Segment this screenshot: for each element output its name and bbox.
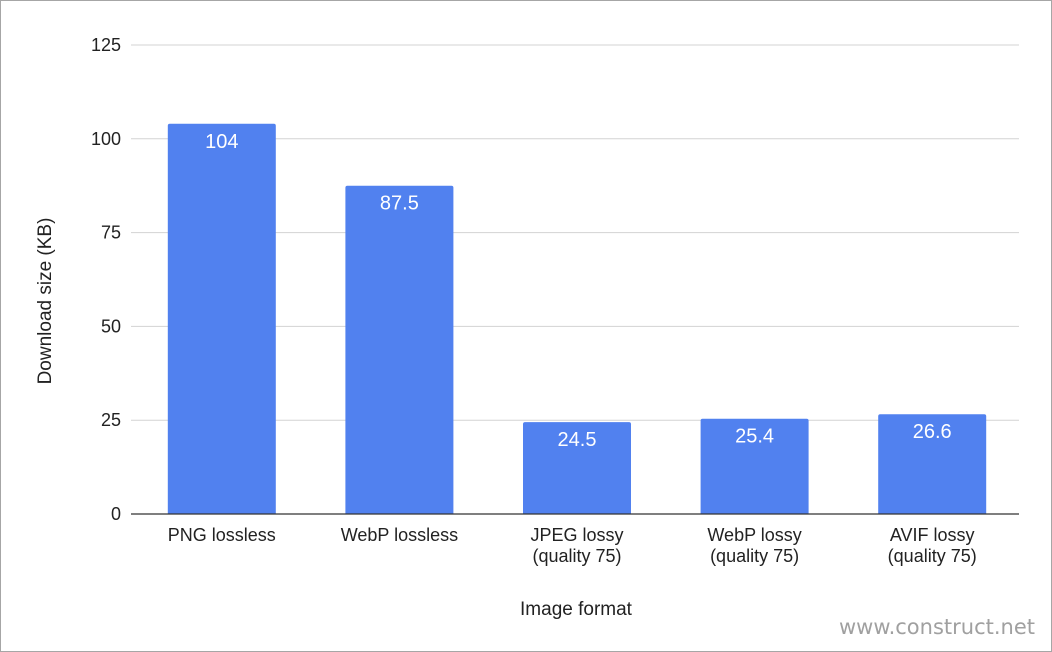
y-tick-label: 125 bbox=[91, 35, 121, 55]
x-category-label-line: WebP lossless bbox=[341, 525, 458, 545]
y-tick-label: 100 bbox=[91, 129, 121, 149]
x-category-label-line: (quality 75) bbox=[710, 546, 799, 566]
x-category-label: JPEG lossy (quality 75) bbox=[530, 525, 623, 566]
bar-value-label: 25.4 bbox=[735, 426, 774, 448]
x-category-label-line: WebP lossy bbox=[707, 525, 801, 545]
bar-value-label: 24.5 bbox=[558, 429, 597, 451]
y-axis-ticks: 0 25 50 75 100 125 bbox=[91, 35, 121, 524]
bar bbox=[167, 123, 276, 515]
x-category-label-line: AVIF lossy bbox=[890, 525, 975, 545]
y-axis-title: Download size (KB) bbox=[35, 218, 56, 385]
x-category-label: WebP lossless bbox=[341, 525, 458, 545]
x-category-label-line: (quality 75) bbox=[532, 546, 621, 566]
x-category-label-line: PNG lossless bbox=[168, 525, 276, 545]
bar bbox=[345, 185, 454, 514]
x-category-label-line: JPEG lossy bbox=[530, 525, 623, 545]
y-tick-label: 0 bbox=[111, 504, 121, 524]
bar-value-label: 26.6 bbox=[913, 421, 952, 443]
bar bbox=[878, 414, 987, 514]
watermark-text: www.construct.net bbox=[838, 615, 1035, 639]
bars bbox=[167, 123, 987, 515]
gridlines bbox=[131, 44, 1019, 421]
bar bbox=[523, 422, 631, 514]
bar-value-label: 87.5 bbox=[380, 193, 419, 215]
y-tick-label: 50 bbox=[101, 316, 121, 336]
x-axis-category-labels: PNG lossless WebP lossless JPEG lossy (qual… bbox=[168, 525, 977, 566]
x-category-label: AVIF lossy (quality 75) bbox=[888, 525, 977, 566]
x-category-label-line: (quality 75) bbox=[888, 546, 977, 566]
x-axis-title: Image format bbox=[520, 599, 633, 620]
x-category-label: WebP lossy (quality 75) bbox=[707, 525, 801, 566]
x-category-label: PNG lossless bbox=[168, 525, 276, 545]
y-tick-label: 75 bbox=[101, 223, 121, 243]
data-labels: 104 87.5 24.5 25.4 26.6 bbox=[205, 131, 952, 451]
y-tick-label: 25 bbox=[101, 410, 121, 430]
bar-value-label: 104 bbox=[205, 131, 238, 153]
bar bbox=[700, 418, 809, 514]
